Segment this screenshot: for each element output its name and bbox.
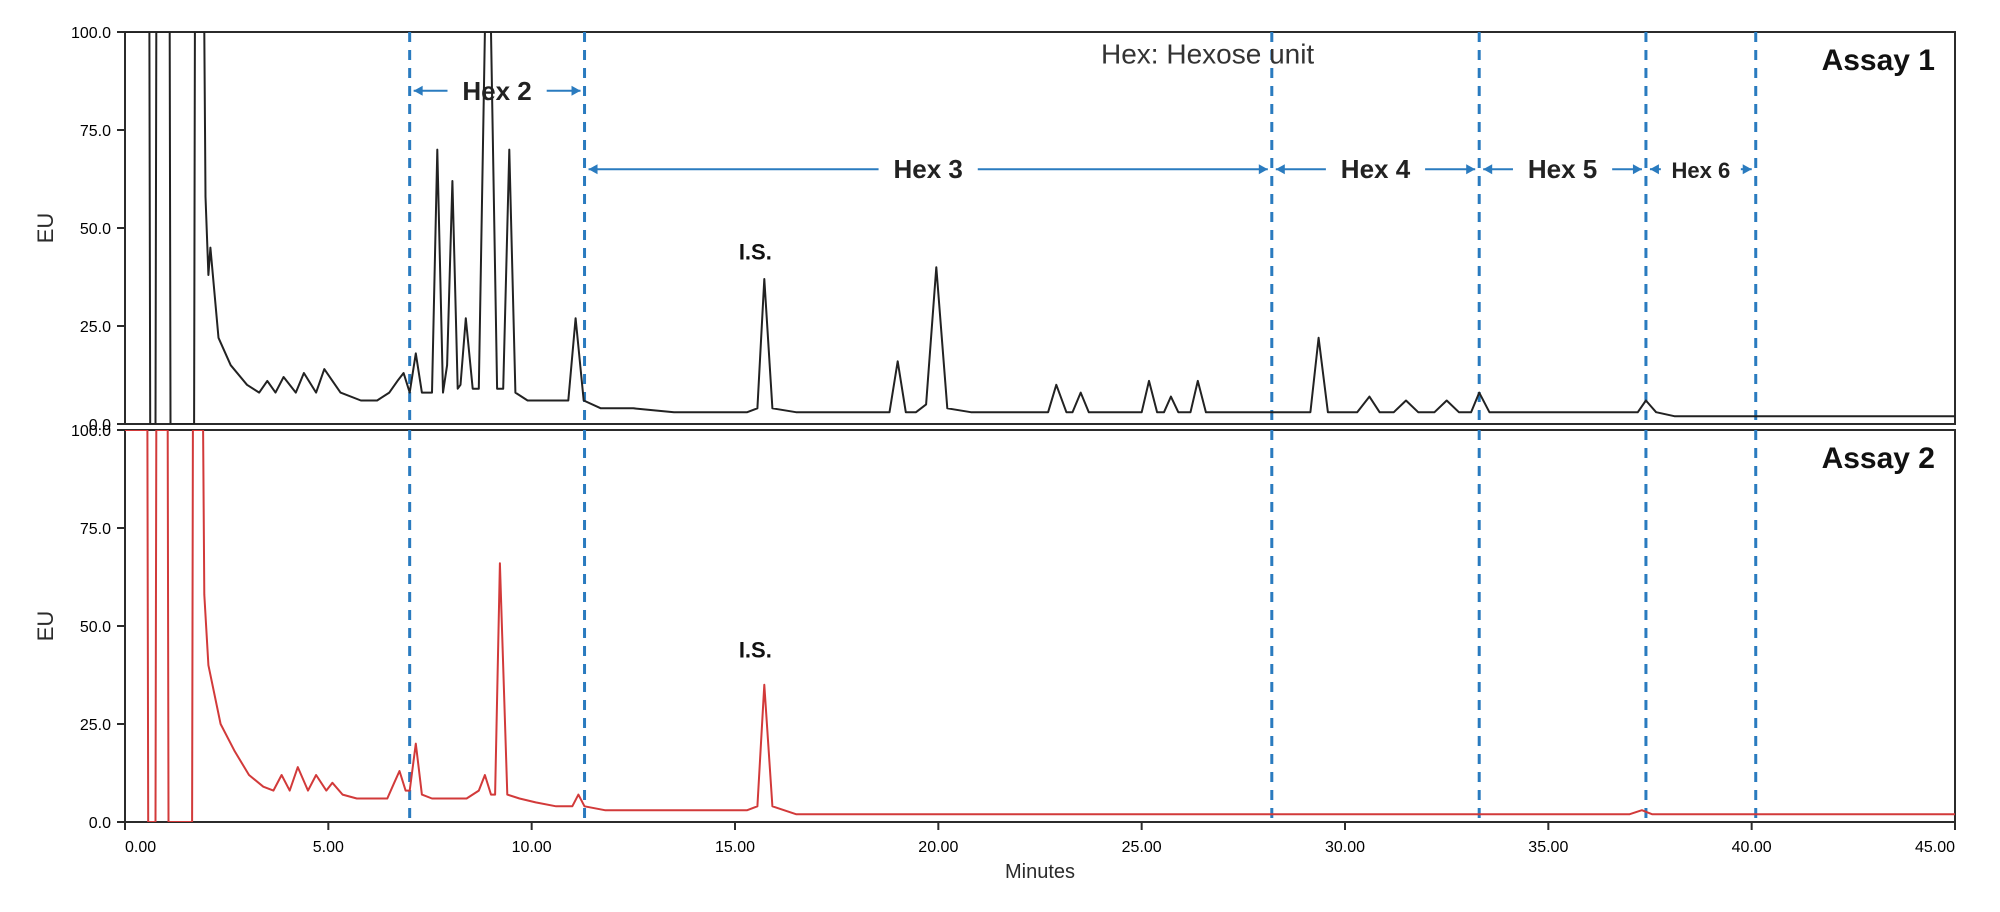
svg-text:50.0: 50.0 [80,619,111,636]
svg-text:45.00: 45.00 [1915,839,1955,856]
panel-title: Assay 2 [1822,442,1935,475]
svg-text:100.0: 100.0 [71,423,111,440]
svg-text:0.00: 0.00 [125,839,156,856]
svg-text:10.00: 10.00 [512,839,552,856]
svg-text:5.00: 5.00 [313,839,344,856]
figure-note: Hex: Hexose unit [1101,38,1314,69]
svg-text:20.00: 20.00 [918,839,958,856]
y-axis-label: EU [33,611,58,642]
svg-text:50.0: 50.0 [80,221,111,238]
region-label: Hex 4 [1341,154,1411,184]
region-label: Hex 6 [1671,158,1730,183]
x-axis-label: Minutes [1005,861,1075,883]
region-label: Hex 2 [462,76,531,106]
svg-text:100.0: 100.0 [71,25,111,42]
svg-text:25.0: 25.0 [80,319,111,336]
region-annotations: Hex 2 Hex 3 Hex 4 Hex 5 Hex 6 [414,76,1752,184]
svg-text:75.0: 75.0 [80,521,111,538]
peak-label: I.S. [739,239,772,264]
chromatogram-figure: 0.025.050.075.0100.0EUAssay 1I.S.0.025.0… [20,20,1980,892]
svg-text:0.0: 0.0 [89,815,111,832]
y-axis-label: EU [33,213,58,244]
region-label: Hex 3 [893,154,962,184]
svg-text:40.00: 40.00 [1732,839,1772,856]
panel-title: Assay 1 [1822,44,1935,77]
svg-text:30.00: 30.00 [1325,839,1365,856]
chromatogram-trace [125,430,1955,822]
peak-label: I.S. [739,637,772,662]
svg-text:35.00: 35.00 [1528,839,1568,856]
chromatogram-trace [125,32,1955,424]
svg-text:15.00: 15.00 [715,839,755,856]
svg-text:25.00: 25.00 [1122,839,1162,856]
chart-svg: 0.025.050.075.0100.0EUAssay 1I.S.0.025.0… [20,20,1980,892]
svg-text:75.0: 75.0 [80,123,111,140]
svg-text:25.0: 25.0 [80,717,111,734]
region-label: Hex 5 [1528,154,1597,184]
